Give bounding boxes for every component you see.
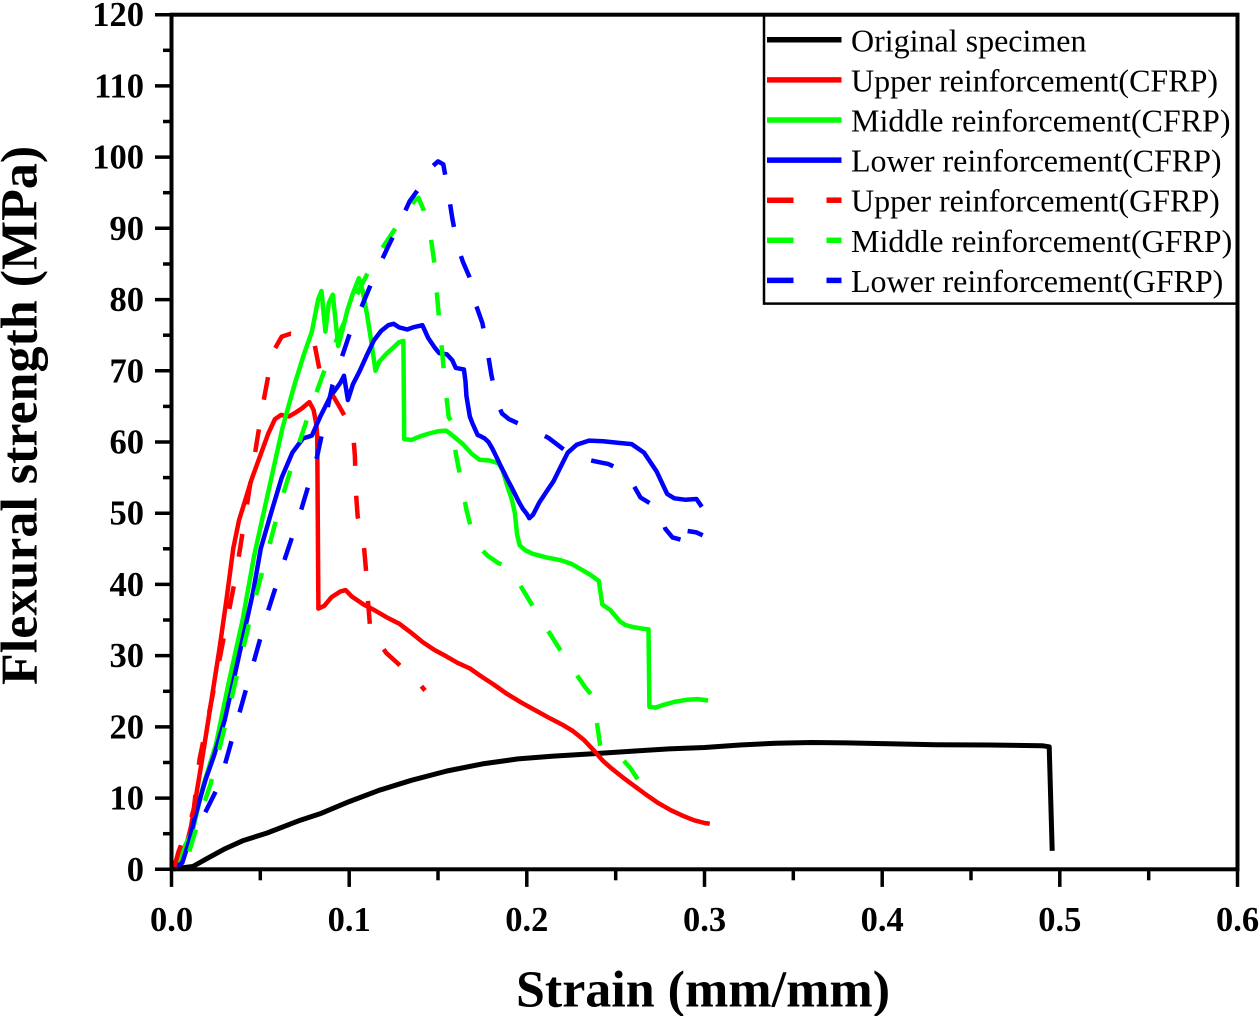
svg-text:120: 120: [92, 0, 144, 34]
svg-text:0.1: 0.1: [328, 901, 371, 939]
svg-text:0.0: 0.0: [150, 901, 193, 939]
svg-text:90: 90: [110, 210, 145, 248]
svg-text:Lower reinforcement(GFRP): Lower reinforcement(GFRP): [851, 263, 1223, 299]
svg-text:Upper reinforcement(CFRP): Upper reinforcement(CFRP): [851, 62, 1218, 98]
svg-text:Middle reinforcement(GFRP): Middle reinforcement(GFRP): [851, 223, 1232, 259]
svg-text:0: 0: [127, 851, 144, 889]
svg-text:0.5: 0.5: [1038, 901, 1081, 939]
svg-text:Original specimen: Original specimen: [851, 22, 1086, 58]
svg-text:Strain (mm/mm): Strain (mm/mm): [516, 961, 890, 1016]
svg-text:0.6: 0.6: [1216, 901, 1259, 939]
svg-text:50: 50: [110, 495, 145, 533]
svg-text:10: 10: [110, 780, 145, 818]
svg-text:Lower reinforcement(CFRP): Lower reinforcement(CFRP): [851, 143, 1222, 179]
svg-text:30: 30: [110, 637, 145, 675]
svg-text:70: 70: [110, 352, 145, 390]
svg-text:Flexural strength (MPa): Flexural strength (MPa): [0, 146, 49, 685]
svg-text:0.4: 0.4: [861, 901, 904, 939]
svg-text:Middle reinforcement(CFRP): Middle reinforcement(CFRP): [851, 103, 1230, 139]
svg-text:60: 60: [110, 424, 145, 462]
svg-text:80: 80: [110, 281, 145, 319]
svg-text:0.2: 0.2: [505, 901, 548, 939]
svg-text:Upper reinforcement(GFRP): Upper reinforcement(GFRP): [851, 183, 1220, 219]
svg-text:40: 40: [110, 566, 145, 604]
svg-text:0.3: 0.3: [683, 901, 726, 939]
svg-text:100: 100: [92, 139, 144, 177]
svg-text:20: 20: [110, 708, 145, 746]
svg-text:110: 110: [94, 67, 144, 105]
